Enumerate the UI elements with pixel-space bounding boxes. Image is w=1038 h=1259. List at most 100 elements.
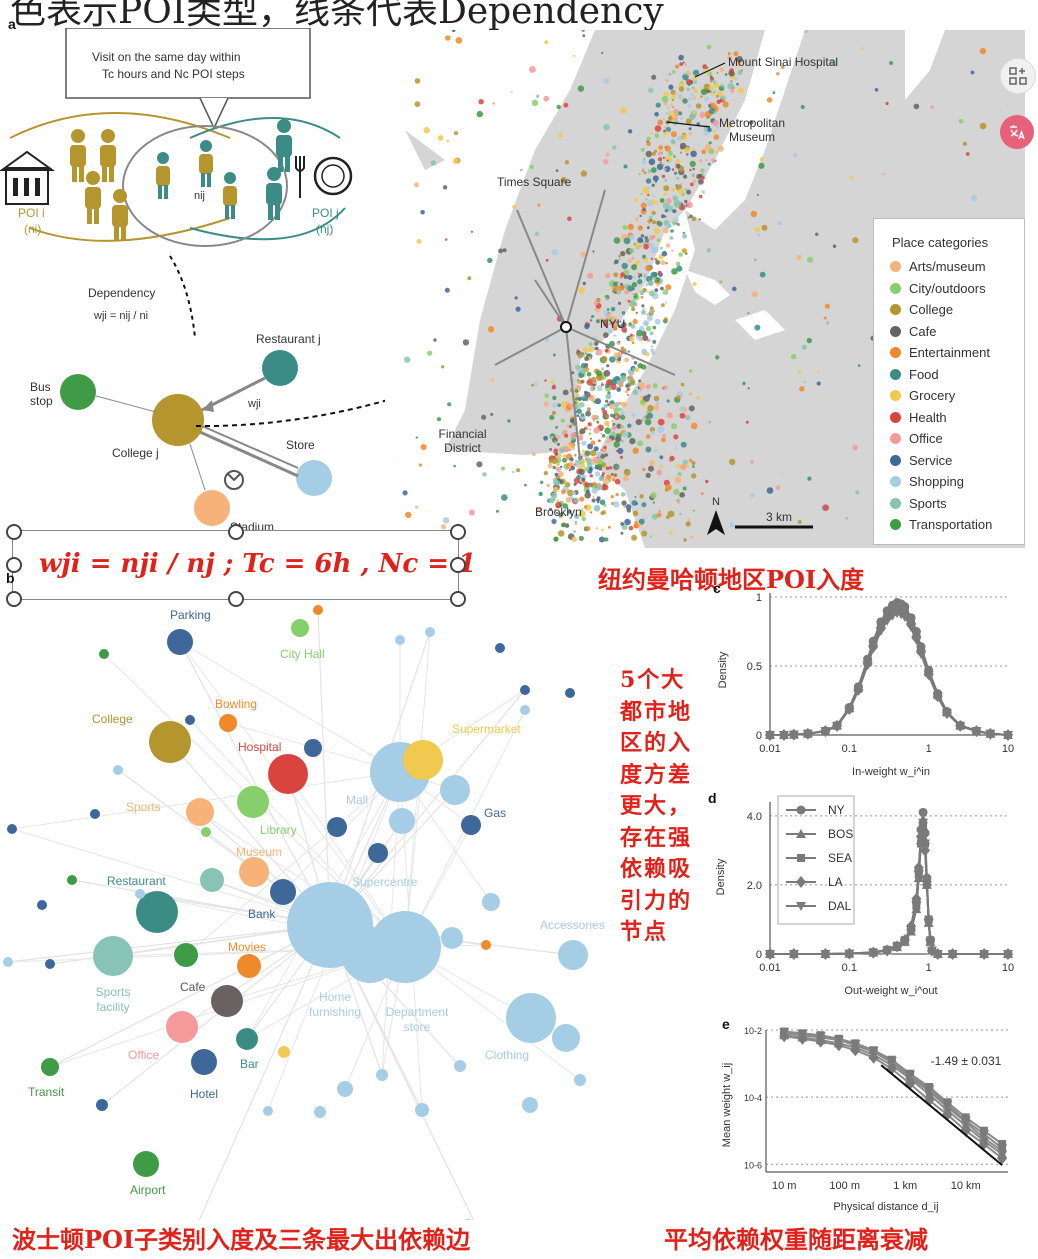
map-poi-dot (710, 102, 713, 105)
map-poi-dot (679, 151, 683, 154)
network-node (313, 605, 323, 615)
scale-bar-label: 3 km (766, 510, 793, 524)
map-poi-dot (627, 258, 632, 263)
map-poi-dot (641, 530, 648, 537)
resize-handle-mr[interactable] (450, 557, 466, 573)
map-poi-dot (444, 287, 450, 293)
map-poi-dot (663, 132, 667, 136)
map-poi-dot (652, 325, 657, 330)
map-poi-dot (490, 412, 494, 416)
resize-handle-tm[interactable] (228, 524, 244, 540)
map-caption: 纽约曼哈顿地区POI入度 (598, 565, 865, 594)
map-poi-dot (600, 432, 603, 435)
map-poi-dot (531, 452, 536, 457)
map-poi-dot (962, 141, 967, 146)
map-poi-dot (691, 147, 695, 151)
map-poi-dot (636, 329, 643, 337)
bus-stop-label: Bus stop (30, 380, 53, 408)
map-poi-dot (652, 175, 659, 182)
map-poi-dot (646, 412, 654, 419)
map-poi-dot (580, 459, 586, 465)
map-poi-dot (708, 141, 712, 145)
map-poi-dot (560, 465, 563, 469)
map-poi-dot (661, 214, 665, 219)
map-poi-dot (495, 509, 499, 513)
axis-text: 0.01 (759, 962, 780, 974)
map-poi-dot (849, 176, 854, 180)
network-label: Sports (126, 800, 161, 814)
map-poi-dot (693, 88, 699, 94)
map-poi-dot (710, 92, 715, 96)
map-poi-dot (807, 256, 814, 263)
network-label: Supercentre (352, 875, 418, 889)
map-poi-dot (754, 324, 761, 331)
network-edge (101, 924, 331, 1106)
formula-textbox[interactable]: wji = nji / nj ; Tc = 6h , Nc = 1 (12, 530, 476, 600)
map-poi-dot (590, 397, 596, 402)
resize-handle-bl[interactable] (6, 591, 22, 607)
map-poi-dot (643, 320, 649, 327)
map-poi-dot (592, 456, 599, 463)
legend-label: BOS (828, 827, 853, 841)
map-poi-dot (603, 77, 610, 84)
map-poi-dot (651, 210, 656, 216)
map-poi-dot (665, 111, 670, 116)
map-poi-dot (653, 291, 657, 294)
resize-handle-tl[interactable] (6, 524, 22, 540)
map-poi-dot (553, 508, 557, 512)
map-poi-dot (676, 176, 680, 180)
map-poi-dot (553, 486, 559, 492)
resize-handle-ml[interactable] (6, 557, 22, 573)
data-point (853, 686, 864, 696)
map-poi-dot (687, 104, 692, 108)
qr-scan-button[interactable] (1000, 58, 1036, 94)
map-poi-dot (672, 91, 675, 94)
map-poi-dot (648, 158, 656, 166)
map-poi-dot (745, 420, 749, 424)
map-poi-dot (638, 173, 641, 176)
resize-handle-tr[interactable] (450, 524, 466, 540)
map-poi-dot (629, 333, 633, 337)
map-poi-dot (607, 329, 613, 334)
map-poi-dot (678, 81, 685, 88)
network-node (342, 927, 398, 983)
map-poi-dot (693, 80, 698, 84)
map-poi-dot (643, 243, 649, 250)
map-poi-dot (581, 449, 585, 453)
map-poi-dot (452, 158, 459, 164)
map-poi-dot (747, 387, 750, 390)
map-poi-dot (544, 379, 547, 382)
map-poi-dot (641, 364, 647, 370)
map-poi-dot (658, 145, 663, 151)
map-poi-dot (719, 67, 725, 72)
axis-text: 10 m (772, 1180, 796, 1192)
map-poi-dot (580, 509, 583, 512)
map-poi-dot (689, 169, 692, 172)
map-poi-dot (441, 524, 446, 530)
map-poi-dot (643, 157, 646, 161)
map-poi-dot (692, 167, 695, 171)
map-poi-dot (623, 164, 628, 169)
poi-i-label: POI i (18, 206, 45, 220)
map-poi-dot (640, 192, 643, 195)
map-poi-dot (645, 283, 649, 287)
series-line (784, 1030, 1003, 1145)
map-poi-dot (564, 482, 571, 488)
map-poi-dot (684, 188, 687, 191)
map-poi-dot (574, 459, 578, 463)
map-poi-dot (603, 159, 609, 165)
map-poi-dot (824, 303, 830, 309)
map-poi-dot (664, 145, 668, 149)
network-node (506, 993, 556, 1043)
translate-button[interactable] (1000, 115, 1034, 149)
map-poi-dot (570, 432, 577, 439)
map-poi-dot (618, 254, 621, 258)
resize-handle-bm[interactable] (228, 591, 244, 607)
map-poi-dot (647, 290, 649, 293)
map-poi-dot (595, 451, 602, 457)
map-poi-dot (618, 258, 621, 261)
data-point (1003, 731, 1013, 740)
map-poi-dot (733, 51, 739, 57)
resize-handle-br[interactable] (450, 591, 466, 607)
map-poi-dot (670, 131, 677, 138)
